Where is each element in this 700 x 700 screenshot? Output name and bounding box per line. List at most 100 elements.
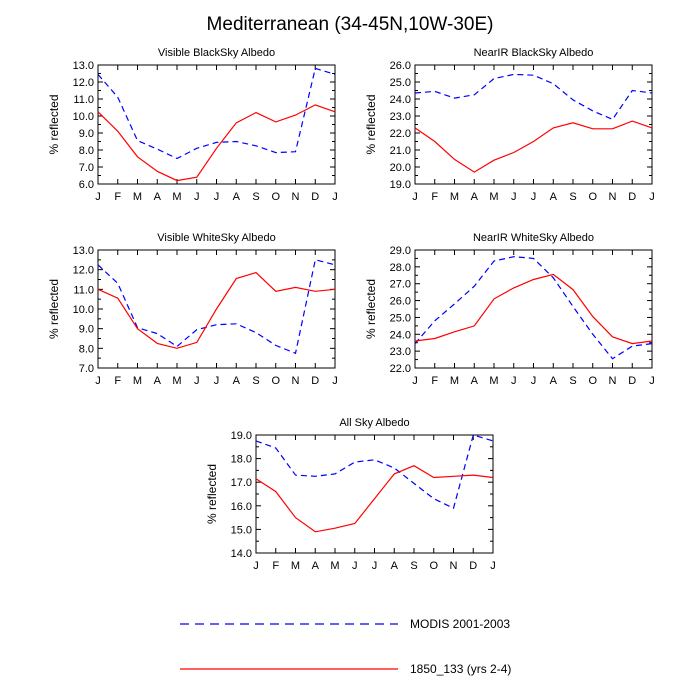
x-tick-label: J <box>253 560 259 572</box>
x-tick-label: N <box>450 560 458 572</box>
y-tick-label: 11.0 <box>73 94 94 106</box>
x-tick-label: O <box>588 375 597 387</box>
series-line-modis <box>97 67 336 160</box>
x-tick-label: O <box>271 191 280 203</box>
x-tick-label: D <box>311 375 319 387</box>
y-tick-label: 13.0 <box>73 245 94 257</box>
y-tick-label: 28.0 <box>390 262 411 274</box>
x-tick-label: O <box>429 560 438 572</box>
x-tick-label: M <box>489 375 498 387</box>
panel-title: Visible BlackSky Albedo <box>158 47 275 59</box>
y-tick-label: 29.0 <box>390 245 411 257</box>
x-tick-label: J <box>352 560 358 572</box>
panel-title: NearIR BlackSky Albedo <box>474 47 594 59</box>
x-tick-label: A <box>154 375 162 387</box>
x-tick-label: N <box>292 375 300 387</box>
y-axis-label: % reflected <box>364 279 378 339</box>
panel-title: NearIR WhiteSky Albedo <box>473 232 594 244</box>
x-tick-label: S <box>569 375 576 387</box>
y-tick-label: 18.0 <box>231 454 252 466</box>
y-axis-label: % reflected <box>47 94 61 154</box>
series-line-model <box>97 104 336 182</box>
x-tick-label: J <box>490 560 496 572</box>
x-tick-label: F <box>114 375 121 387</box>
x-tick-label: O <box>588 191 597 203</box>
y-tick-label: 17.0 <box>231 477 252 489</box>
x-tick-label: A <box>154 191 162 203</box>
y-tick-label: 22.0 <box>390 128 411 140</box>
y-tick-label: 24.0 <box>390 94 411 106</box>
series-line-model <box>97 271 336 349</box>
y-tick-label: 9.0 <box>79 128 94 140</box>
y-tick-label: 19.0 <box>390 179 411 191</box>
y-tick-label: 26.0 <box>390 296 411 308</box>
series-line-modis <box>414 256 653 360</box>
y-tick-label: 19.0 <box>231 430 252 442</box>
y-axis-label: % reflected <box>205 464 219 524</box>
x-tick-label: M <box>172 375 181 387</box>
x-tick-label: M <box>133 191 142 203</box>
x-tick-label: A <box>391 560 399 572</box>
y-tick-label: 12.0 <box>73 77 94 89</box>
y-tick-label: 8.0 <box>79 343 94 355</box>
x-tick-label: J <box>412 191 418 203</box>
x-tick-label: J <box>649 191 655 203</box>
y-tick-label: 15.0 <box>231 524 252 536</box>
panel-title: All Sky Albedo <box>339 417 409 429</box>
x-tick-label: J <box>332 191 338 203</box>
x-tick-label: D <box>628 375 636 387</box>
x-tick-label: S <box>252 375 259 387</box>
x-tick-label: M <box>291 560 300 572</box>
y-tick-label: 7.0 <box>79 162 94 174</box>
y-tick-label: 27.0 <box>390 279 411 291</box>
y-tick-label: 21.0 <box>390 145 411 157</box>
x-tick-label: J <box>194 191 200 203</box>
series-line-model <box>255 465 494 533</box>
x-tick-label: M <box>450 191 459 203</box>
y-tick-label: 16.0 <box>231 501 252 513</box>
y-tick-label: 20.0 <box>390 162 411 174</box>
plot-frame <box>97 64 336 185</box>
x-tick-label: J <box>214 375 220 387</box>
x-tick-label: D <box>628 191 636 203</box>
x-tick-label: M <box>172 191 181 203</box>
x-tick-label: A <box>233 375 241 387</box>
legend-label-modis: MODIS 2001-2003 <box>410 617 510 631</box>
x-tick-label: M <box>489 191 498 203</box>
x-tick-label: A <box>312 560 320 572</box>
y-tick-label: 12.0 <box>73 265 94 277</box>
x-tick-label: N <box>609 375 617 387</box>
series-line-modis <box>414 73 653 121</box>
x-tick-label: S <box>569 191 576 203</box>
x-tick-label: M <box>450 375 459 387</box>
figure-title: Mediterranean (34-45N,10W-30E) <box>207 14 494 35</box>
x-tick-label: J <box>511 191 517 203</box>
x-tick-label: S <box>252 191 259 203</box>
y-tick-label: 24.0 <box>390 329 411 341</box>
x-tick-label: J <box>372 560 378 572</box>
y-tick-label: 8.0 <box>79 145 94 157</box>
x-tick-label: A <box>471 375 479 387</box>
x-tick-label: J <box>194 375 200 387</box>
x-tick-label: A <box>471 191 479 203</box>
x-tick-label: A <box>550 191 558 203</box>
y-tick-label: 22.0 <box>390 363 411 375</box>
x-tick-label: J <box>332 375 338 387</box>
x-tick-label: M <box>133 375 142 387</box>
x-tick-label: J <box>412 375 418 387</box>
y-tick-label: 10.0 <box>73 111 94 123</box>
x-tick-label: J <box>531 191 537 203</box>
y-tick-label: 26.0 <box>390 60 411 72</box>
plot-frame <box>414 249 653 369</box>
panel-title: Visible WhiteSky Albedo <box>157 232 275 244</box>
y-tick-label: 23.0 <box>390 111 411 123</box>
x-tick-label: D <box>469 560 477 572</box>
x-tick-label: J <box>511 375 517 387</box>
